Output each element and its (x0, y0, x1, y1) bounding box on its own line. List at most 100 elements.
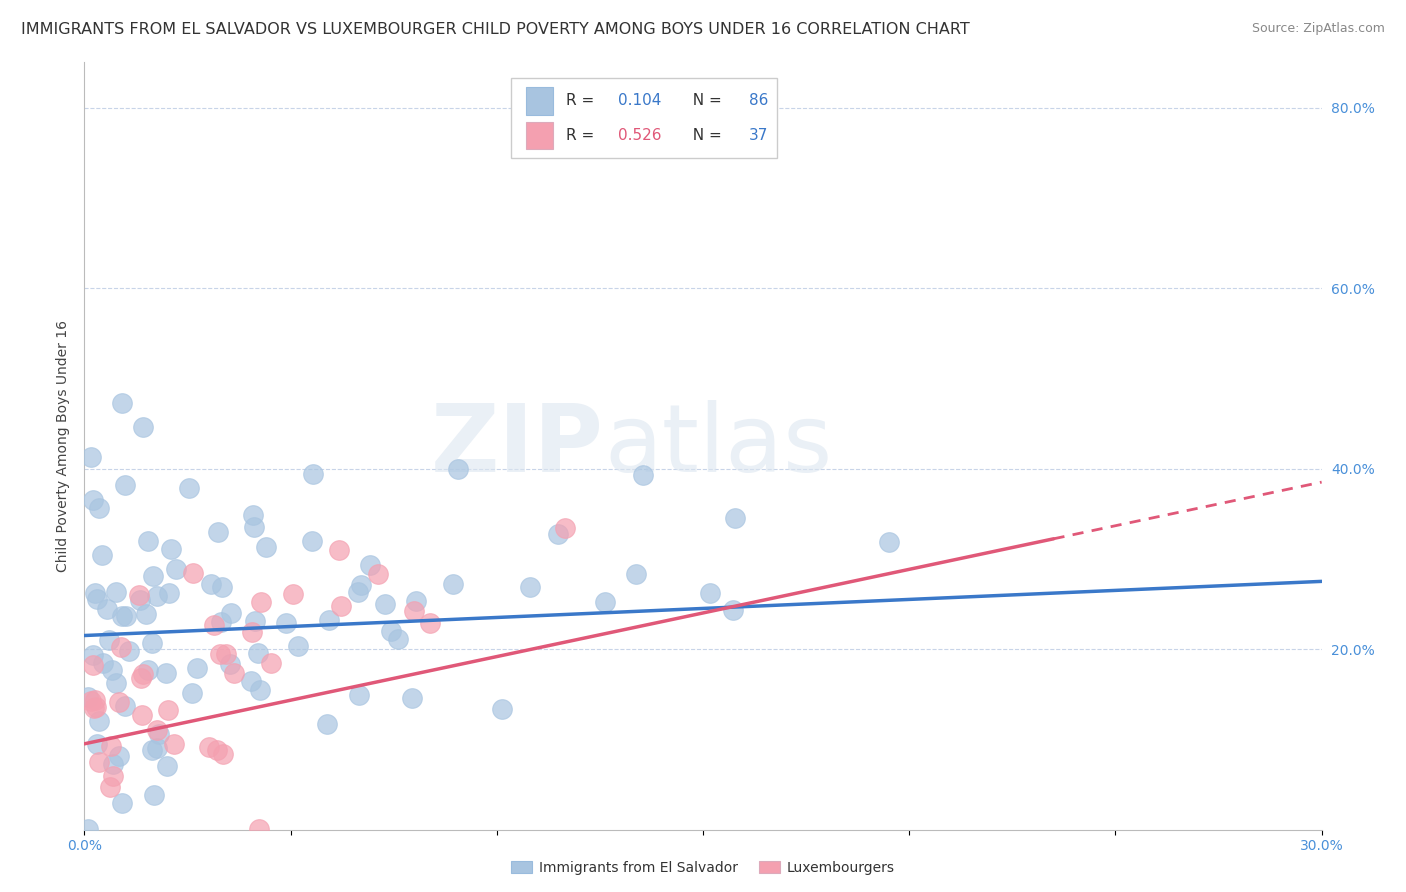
Point (104, 585, 127, 599)
Point (209, 647, 232, 661)
Point (631, 468, 654, 483)
Text: 86: 86 (749, 94, 768, 108)
Point (146, 589, 169, 603)
Point (90, 548, 112, 562)
Point (87, 501, 110, 516)
Point (148, 726, 170, 740)
Point (405, 594, 427, 608)
Point (146, 741, 169, 756)
Point (246, 646, 269, 660)
Point (218, 657, 240, 671)
Point (519, 580, 541, 594)
Text: R =: R = (565, 94, 599, 108)
Point (156, 704, 179, 718)
Point (387, 632, 409, 646)
Text: 37: 37 (749, 128, 768, 143)
Point (128, 588, 150, 602)
Text: atlas: atlas (605, 400, 832, 492)
Point (402, 604, 425, 618)
Point (160, 541, 183, 556)
Point (104, 675, 127, 690)
Point (82, 648, 104, 663)
Text: 0.104: 0.104 (617, 94, 661, 108)
Point (118, 644, 141, 658)
Point (723, 511, 745, 525)
Point (156, 759, 179, 773)
Point (101, 757, 124, 772)
Bar (526, 87, 554, 114)
Point (142, 788, 165, 802)
Point (132, 419, 155, 434)
Point (224, 665, 246, 680)
Point (111, 396, 134, 410)
Point (86, 737, 108, 751)
Point (108, 749, 131, 764)
Point (202, 618, 225, 632)
Point (165, 562, 187, 576)
Point (87, 756, 110, 770)
Y-axis label: Child Poverty Among Boys Under 16: Child Poverty Among Boys Under 16 (56, 320, 70, 572)
Point (419, 615, 441, 630)
Point (547, 527, 569, 541)
Point (209, 615, 232, 629)
Point (135, 607, 157, 622)
Text: ZIP: ZIP (432, 400, 605, 492)
Point (243, 614, 266, 628)
Bar (526, 121, 554, 149)
Point (243, 520, 266, 534)
Point (82, 658, 104, 673)
Point (131, 671, 153, 685)
Point (80, 450, 103, 464)
Point (163, 737, 186, 751)
Point (240, 625, 263, 640)
Point (554, 521, 576, 535)
Text: N =: N = (683, 94, 727, 108)
Point (80, 694, 103, 708)
Text: Source: ZipAtlas.com: Source: ZipAtlas.com (1251, 22, 1385, 36)
Point (328, 543, 350, 558)
Point (721, 602, 744, 616)
Point (96, 601, 118, 615)
Legend: Immigrants from El Salvador, Luxembourgers: Immigrants from El Salvador, Luxembourge… (506, 855, 900, 880)
Point (329, 599, 352, 613)
Point (367, 567, 389, 582)
Point (374, 598, 396, 612)
Bar (512, 78, 778, 158)
Point (350, 578, 373, 592)
Point (877, 534, 900, 549)
Point (205, 742, 228, 756)
Point (157, 585, 180, 599)
Text: R =: R = (565, 128, 599, 143)
Point (142, 569, 165, 583)
Point (97, 632, 120, 647)
Text: 0.526: 0.526 (617, 128, 661, 143)
Point (111, 796, 134, 810)
Point (183, 566, 205, 580)
Point (287, 639, 309, 653)
Point (141, 635, 163, 649)
Point (347, 584, 370, 599)
Point (141, 743, 163, 757)
Point (441, 576, 464, 591)
Point (401, 691, 423, 706)
Point (347, 688, 370, 702)
Point (283, 587, 305, 601)
Point (491, 702, 513, 716)
Point (211, 747, 233, 761)
Point (179, 481, 201, 495)
Point (110, 640, 132, 654)
Point (249, 595, 271, 609)
Point (219, 607, 242, 621)
Point (200, 576, 222, 591)
Point (108, 695, 131, 709)
Point (315, 717, 337, 731)
Point (260, 656, 283, 670)
Point (146, 723, 169, 738)
Point (249, 682, 271, 697)
Point (114, 608, 136, 623)
Point (318, 613, 340, 627)
Point (198, 739, 221, 754)
Point (254, 540, 277, 554)
Point (380, 624, 402, 639)
Point (114, 698, 136, 713)
